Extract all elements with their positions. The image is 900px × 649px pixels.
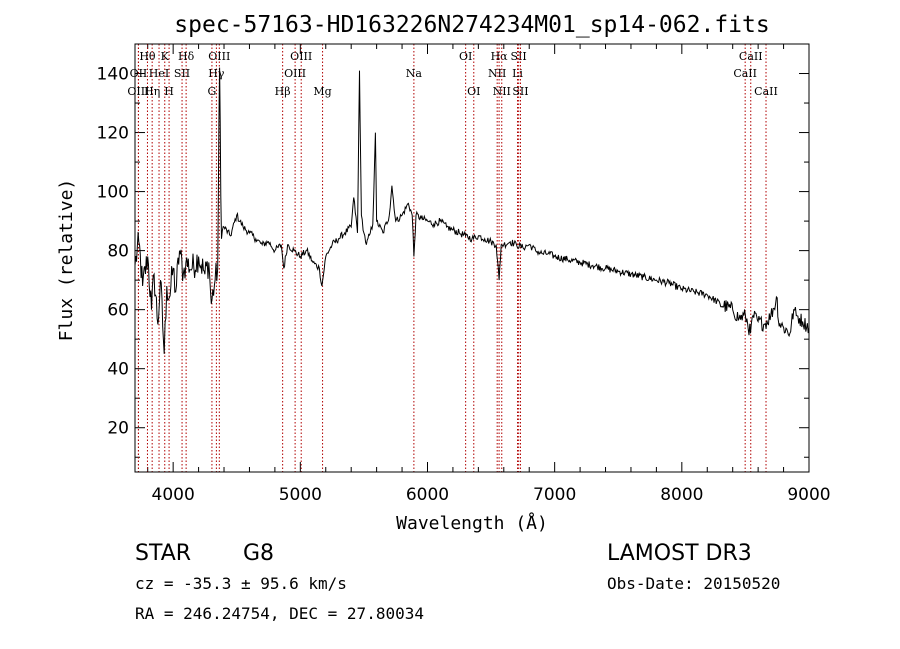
spectral-line-label: Na: [406, 67, 423, 80]
spectral-line-label: SII: [174, 67, 190, 80]
spectral-line-label: Hβ: [275, 85, 291, 98]
x-tick-label: 4000: [152, 485, 195, 505]
y-tick-label: 60: [107, 301, 129, 321]
spectral-line-label: OIII: [284, 67, 306, 80]
spectral-line-label: SII: [511, 50, 527, 63]
obs-date: Obs-Date: 20150520: [607, 574, 780, 593]
y-tick-label: 40: [107, 360, 129, 380]
x-tick-label: 8000: [660, 485, 703, 505]
x-axis-label: Wavelength (Å): [396, 512, 548, 534]
y-tick-label: 100: [97, 183, 129, 203]
x-tick-label: 6000: [406, 485, 449, 505]
spectral-line-label: H: [164, 85, 174, 98]
spectral-line-label: Hγ: [208, 67, 225, 80]
plot-area: 4000 5000 6000 7000 8000 9000 20 40 60 80 100 120 14…: [97, 43, 831, 505]
spectral-line-label: Hθ: [139, 50, 156, 63]
spectrum-line: [134, 67, 810, 354]
spectral-line-label: OI: [467, 85, 480, 98]
subclass: G8: [243, 541, 274, 566]
chart-title: spec-57163-HD163226N274234M01_sp14-062.f…: [174, 12, 769, 38]
spectral-line-label: G: [208, 85, 217, 98]
spectral-line-label: OI: [459, 50, 472, 63]
plot-frame: [134, 43, 810, 473]
spectral-line-label: CaII: [754, 85, 778, 98]
x-tick-label: 9000: [787, 485, 830, 505]
y-tick-label: 120: [97, 124, 129, 144]
spectral-line-label: OIII: [127, 85, 149, 98]
y-axis-label: Flux (relative): [56, 179, 77, 342]
spectral-line-label: CaII: [739, 50, 763, 63]
survey-name: LAMOST DR3: [607, 541, 752, 566]
y-tick-label: 20: [107, 419, 129, 439]
redshift-cz: cz = -35.3 ± 95.6 km/s: [135, 574, 347, 593]
x-tick-label: 5000: [279, 485, 322, 505]
spectral-line-label: Li: [512, 67, 523, 80]
x-tick-label: 7000: [533, 485, 576, 505]
spectral-line-label: Hη: [144, 85, 160, 98]
spectral-line-label: NII: [488, 67, 506, 80]
spectral-line-label: Mg: [313, 85, 331, 98]
spectral-line-label: HeI: [149, 67, 169, 80]
spectral-line-label: NII: [493, 85, 511, 98]
spectral-line-label: Hα: [491, 50, 509, 63]
spectral-line-label: SII: [512, 85, 528, 98]
spectral-line-label: K: [161, 50, 170, 63]
coordinates: RA = 246.24754, DEC = 27.80034: [135, 604, 424, 623]
spectral-line-label: OIII: [208, 50, 230, 63]
spectral-line-label: Hδ: [178, 50, 195, 63]
spectral-line-label: CaII: [733, 67, 757, 80]
y-tick-label: 80: [107, 242, 129, 262]
object-class: STAR: [135, 541, 191, 566]
spectral-line-label: OIII: [290, 50, 312, 63]
y-tick-label: 140: [97, 65, 129, 85]
